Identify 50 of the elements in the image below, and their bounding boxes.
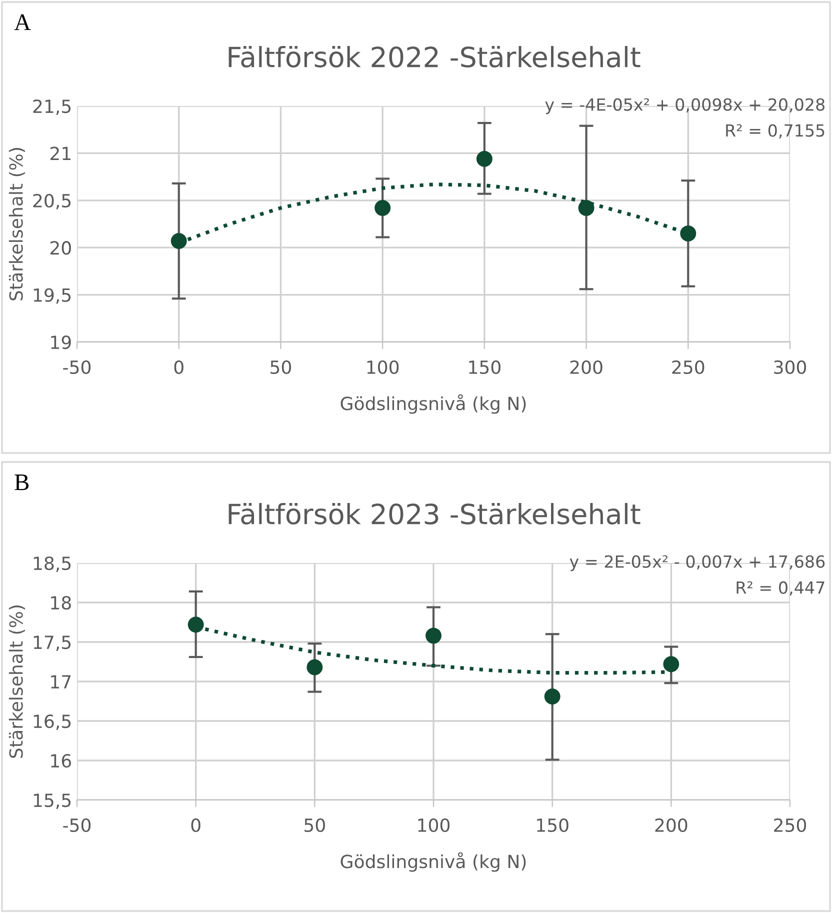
x-tick-label: 50 — [270, 360, 292, 374]
y-tick-label: 18 — [51, 596, 71, 610]
x-tick-label: 200 — [570, 360, 602, 374]
x-tick-label: 150 — [469, 360, 500, 374]
point — [188, 616, 204, 633]
x-tick-label: 250 — [672, 360, 704, 374]
x-tick-label: 300 — [774, 360, 806, 374]
x-tick-label: 50 — [304, 818, 325, 832]
y-tick-label: 19,5 — [34, 288, 71, 304]
text: A — [14, 14, 31, 30]
point — [306, 659, 323, 676]
annotation: y = 2E-05x² - 0,007x + 17,686 — [570, 555, 825, 572]
y-tick-label: 17,5 — [34, 636, 71, 651]
x-tick-label: 200 — [655, 818, 688, 832]
x-tick-label: 150 — [537, 818, 568, 832]
y-tick-label: 16,5 — [34, 714, 71, 730]
y-tick-label: 15,5 — [34, 794, 71, 809]
point — [680, 225, 696, 242]
x-tick-label: 0 — [191, 818, 200, 832]
annotation: y = -4E-05x² + 0,0098x + 20,028 — [545, 98, 825, 114]
x-tick-label: 100 — [418, 818, 450, 832]
x-axis-title: Gödslingsnivå (kg N) — [340, 852, 526, 872]
x-tick-label: 100 — [367, 360, 399, 374]
x-tick-label: -50 — [63, 360, 91, 374]
y-tick-label: 17 — [51, 675, 71, 688]
y-tick-label: 20,5 — [33, 194, 71, 210]
point — [374, 200, 391, 216]
y-tick-label: 18,5 — [34, 556, 71, 572]
y-tick-label: 20 — [50, 241, 71, 255]
point — [544, 688, 560, 704]
y-axis-title: Stärkelsehalt (%) — [8, 606, 26, 758]
point — [663, 656, 680, 672]
text: B — [14, 474, 29, 490]
point — [170, 233, 187, 249]
point — [578, 200, 594, 216]
y-axis-title: Stärkelsehalt (%) — [8, 148, 26, 300]
x-tick-label: 0 — [174, 360, 184, 374]
y-tick-label: 19 — [51, 335, 71, 350]
chart-title: Fältförsök 2023 -Stärkelsehalt — [228, 503, 640, 525]
x-tick-label: -50 — [63, 818, 91, 832]
y-tick-label: 21,5 — [33, 99, 71, 115]
point — [476, 150, 492, 167]
y-tick-label: 16 — [51, 754, 71, 768]
x-tick-label: 250 — [774, 818, 806, 832]
annotation: R² = 0,447 — [736, 581, 824, 596]
annotation: R² = 0,7155 — [726, 124, 824, 138]
x-axis-title: Gödslingsnivå (kg N) — [340, 394, 526, 414]
y-tick-label: 21 — [50, 146, 70, 160]
point — [426, 628, 442, 644]
chart-title: Fältförsök 2022 -Stärkelsehalt — [228, 46, 640, 68]
